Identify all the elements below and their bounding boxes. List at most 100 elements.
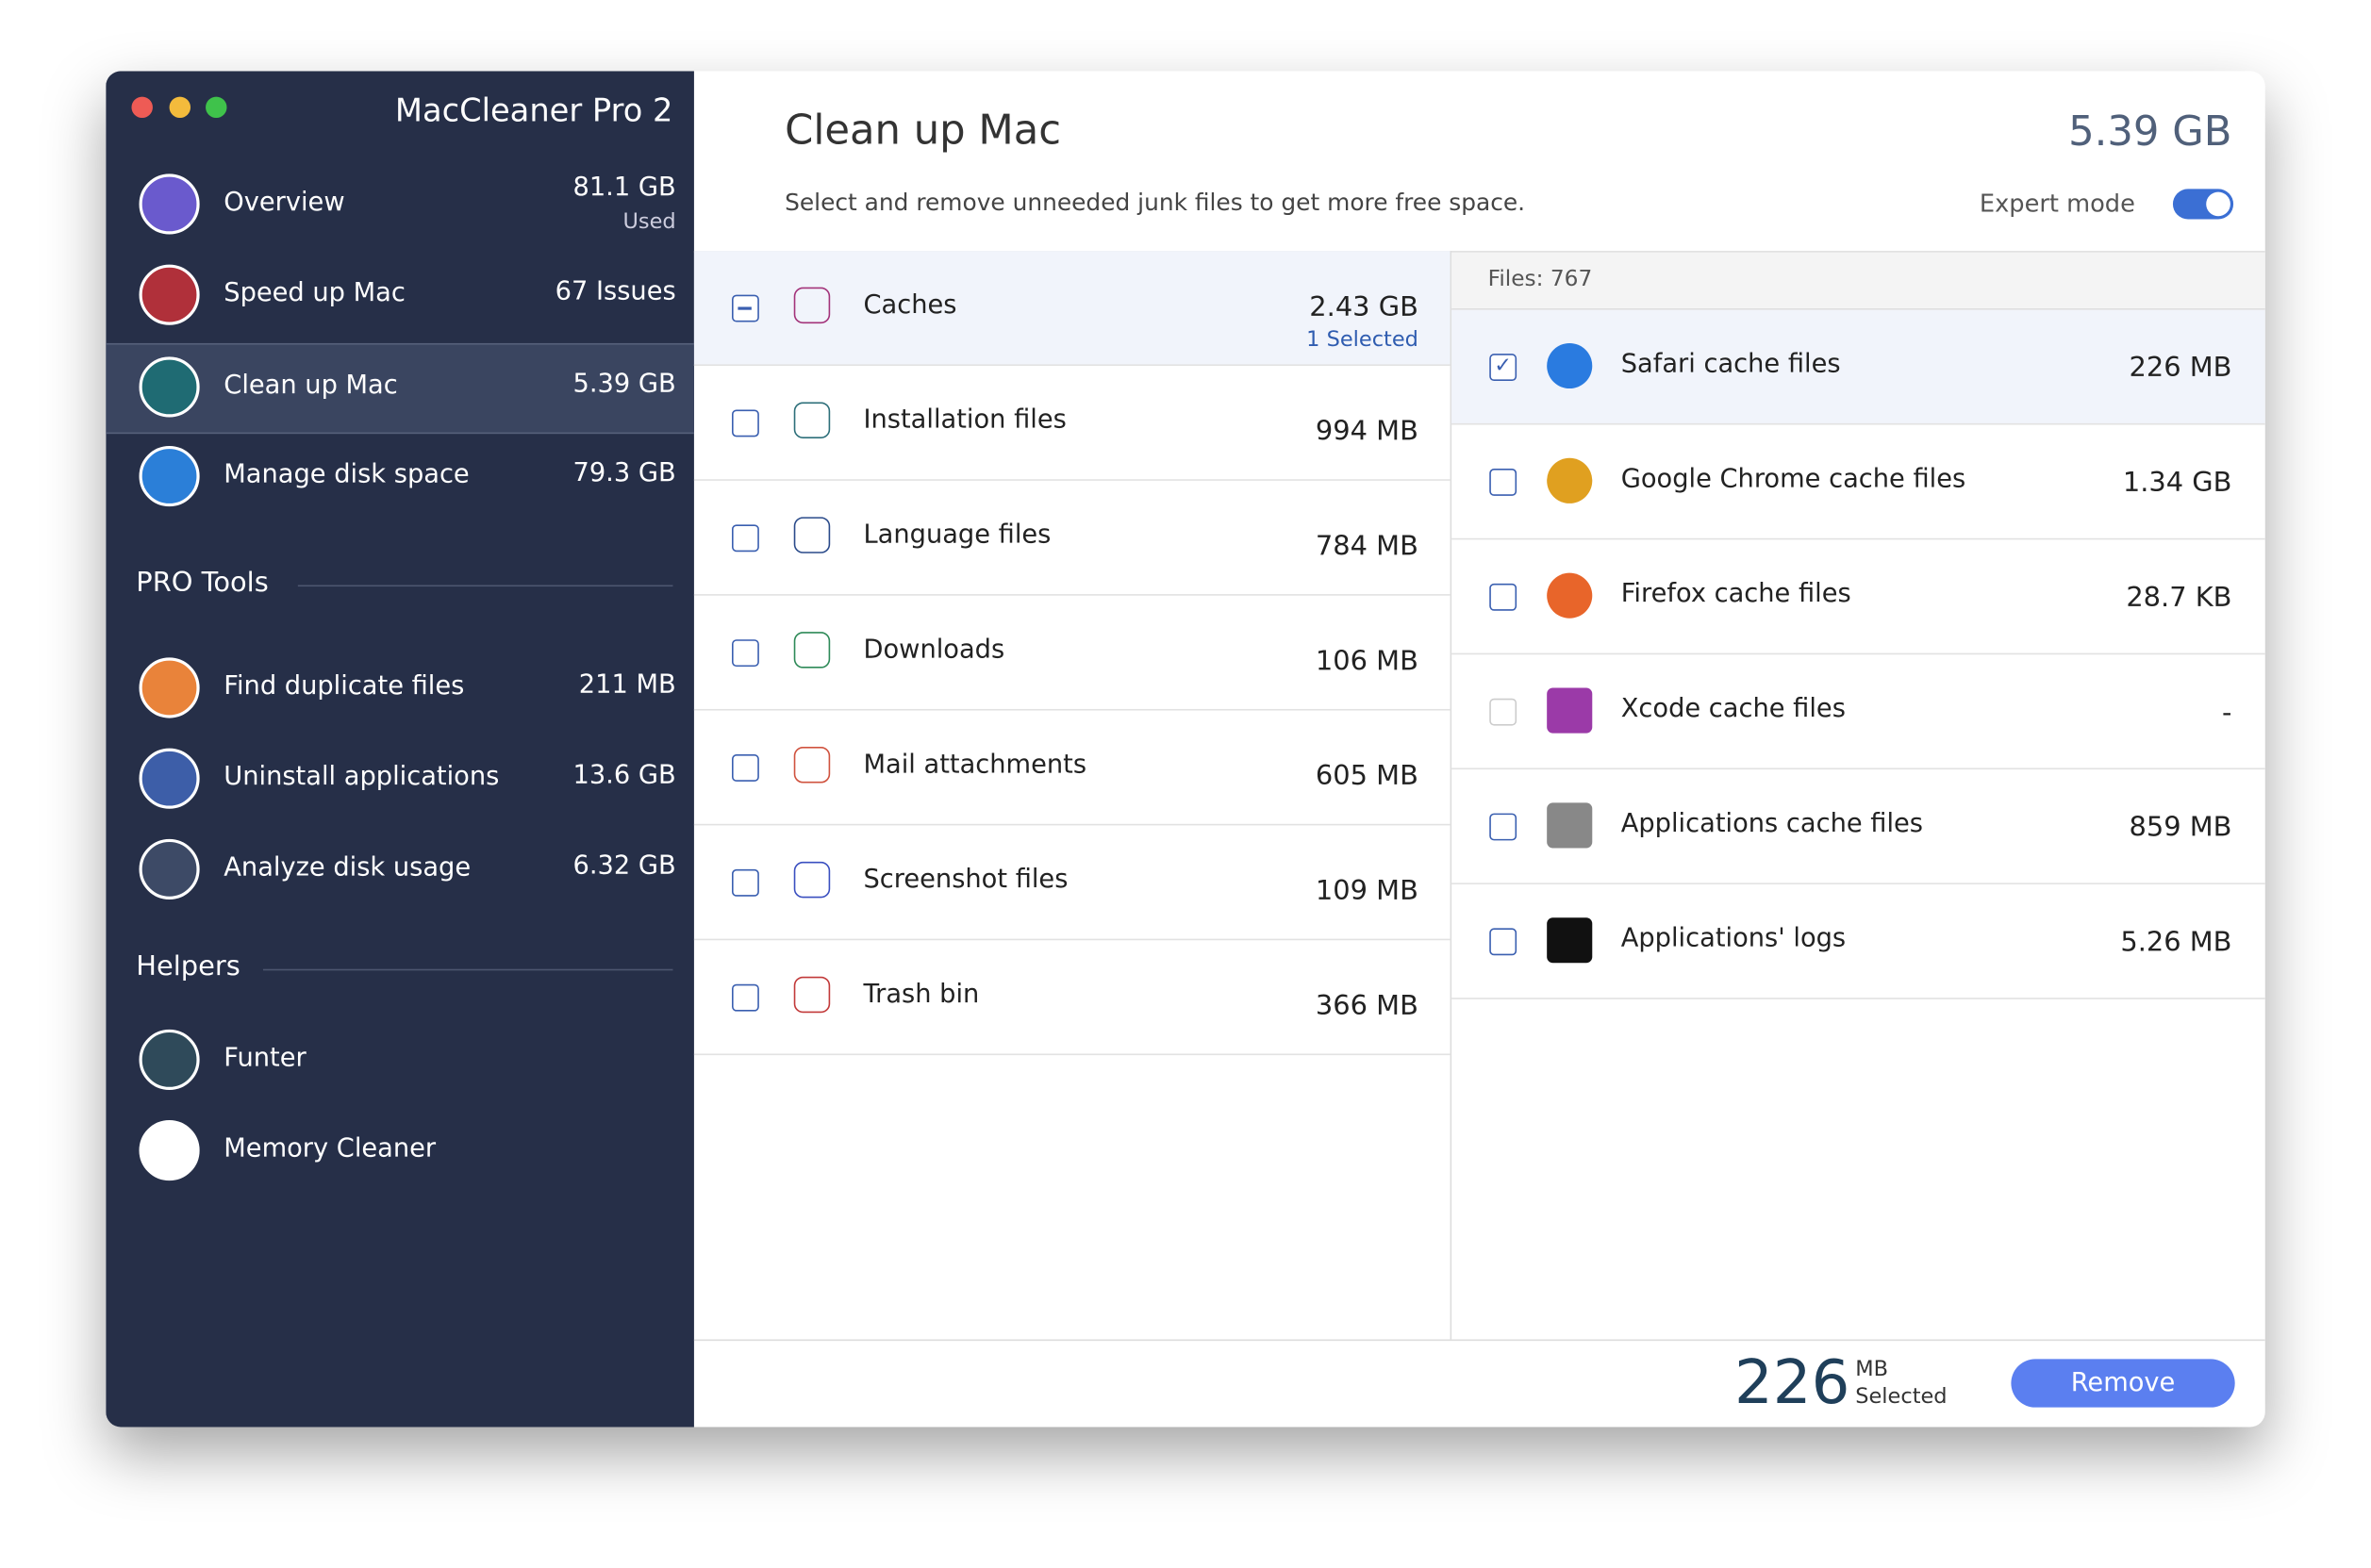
header-rule xyxy=(693,251,2265,253)
file-row[interactable]: Applications cache files 859 MB xyxy=(1451,769,2265,884)
file-icon xyxy=(1547,572,1593,619)
category-row[interactable]: Mail attachments 605 MB xyxy=(693,711,1451,826)
file-size: 859 MB xyxy=(2129,811,2232,844)
expert-mode-toggle[interactable] xyxy=(2172,189,2234,220)
section-rule xyxy=(297,585,673,587)
file-label: Applications cache files xyxy=(1620,808,1923,839)
category-row[interactable]: Downloads 106 MB xyxy=(693,596,1451,711)
nav-item[interactable]: Clean up Mac 5.39 GB xyxy=(106,342,694,435)
nav-label: Uninstall applications xyxy=(224,762,500,793)
files-count: Files: 767 xyxy=(1487,267,1593,292)
category-label: Caches xyxy=(863,289,957,321)
nav-value: 67 Issues xyxy=(555,276,676,307)
nav-item[interactable]: Overview 81.1 GB Used xyxy=(106,162,694,250)
nav-item[interactable]: Find duplicate files 211 MB xyxy=(106,646,694,734)
category-label: Mail attachments xyxy=(863,750,1087,781)
category-label: Screenshot files xyxy=(863,865,1069,896)
nav-icon xyxy=(139,748,200,809)
nav-value: 6.32 GB xyxy=(572,850,676,882)
category-label: Language files xyxy=(863,520,1052,551)
checkbox[interactable] xyxy=(731,409,759,437)
file-label: Firefox cache files xyxy=(1620,579,1851,610)
window-button[interactable] xyxy=(206,96,227,119)
page-title: Clean up Mac xyxy=(785,107,1062,155)
window-button[interactable] xyxy=(131,96,153,119)
checkbox-dash xyxy=(738,306,752,309)
nav-item[interactable]: Analyze disk usage 6.32 GB xyxy=(106,827,694,915)
category-row[interactable]: Caches 2.43 GB 1 Selected xyxy=(693,251,1451,366)
file-row[interactable]: Applications' logs 5.26 MB xyxy=(1451,884,2265,999)
file-row[interactable]: Google Chrome cache files 1.34 GB xyxy=(1451,425,2265,540)
category-size: 109 MB xyxy=(1315,875,1418,907)
window-button[interactable] xyxy=(168,96,191,119)
category-icon xyxy=(793,402,831,438)
category-label: Trash bin xyxy=(863,979,980,1011)
checkbox[interactable] xyxy=(1489,928,1517,956)
nav-icon xyxy=(139,173,200,235)
category-row[interactable]: Screenshot files 109 MB xyxy=(693,825,1451,941)
category-size: 994 MB xyxy=(1315,415,1418,448)
app-title: MacCleaner Pro 2 xyxy=(394,91,673,129)
category-label: Downloads xyxy=(863,635,1005,666)
nav-icon xyxy=(139,1029,200,1090)
file-size: 28.7 KB xyxy=(2126,582,2232,614)
nav-item[interactable]: Uninstall applications 13.6 GB xyxy=(106,736,694,824)
category-row[interactable]: Installation files 994 MB xyxy=(693,366,1451,481)
nav-label: Speed up Mac xyxy=(224,278,406,309)
file-icon xyxy=(1547,457,1593,503)
remove-button[interactable]: Remove xyxy=(2011,1359,2235,1408)
file-label: Applications' logs xyxy=(1620,923,1847,954)
checkbox[interactable] xyxy=(731,868,759,897)
checkbox[interactable] xyxy=(731,294,759,322)
category-icon xyxy=(793,976,831,1014)
nav-icon xyxy=(139,838,200,900)
nav-item[interactable]: Funter xyxy=(106,1017,694,1105)
file-icon xyxy=(1547,687,1593,734)
checkbox[interactable] xyxy=(1489,469,1517,496)
footer-rule xyxy=(693,1339,2265,1342)
checkbox xyxy=(1489,698,1517,726)
file-label: Xcode cache files xyxy=(1620,693,1846,724)
file-label: Safari cache files xyxy=(1620,349,1841,380)
nav-value: 13.6 GB xyxy=(572,760,676,791)
file-row[interactable]: Firefox cache files 28.7 KB xyxy=(1451,539,2265,655)
file-size: 5.26 MB xyxy=(2120,926,2232,959)
category-row[interactable]: Language files 784 MB xyxy=(693,481,1451,596)
nav-value: 79.3 GB xyxy=(572,457,676,488)
category-icon xyxy=(793,287,831,324)
nav-item[interactable]: Speed up Mac 67 Issues xyxy=(106,253,694,340)
section-title: Helpers xyxy=(136,950,240,983)
file-icon xyxy=(1547,342,1593,389)
category-icon xyxy=(793,517,831,553)
checkbox[interactable] xyxy=(731,754,759,782)
checkbox[interactable] xyxy=(1489,813,1517,841)
checkbox[interactable] xyxy=(731,983,759,1012)
nav-label: Manage disk space xyxy=(224,459,470,490)
total-size: 5.39 GB xyxy=(2068,108,2232,157)
file-row[interactable]: ✓ Safari cache files 226 MB xyxy=(1451,309,2265,425)
selected-label: Selected xyxy=(1855,1384,1948,1410)
checkbox[interactable] xyxy=(731,524,759,553)
nav-label: Clean up Mac xyxy=(224,370,398,401)
checkbox[interactable] xyxy=(731,639,759,668)
nav-icon xyxy=(139,445,200,507)
category-size: 605 MB xyxy=(1315,760,1418,793)
checkbox[interactable] xyxy=(1489,583,1517,611)
category-size: 784 MB xyxy=(1315,530,1418,563)
file-row[interactable]: Xcode cache files - xyxy=(1451,654,2265,770)
file-size: 226 MB xyxy=(2129,352,2232,385)
nav-item[interactable]: Memory Cleaner xyxy=(106,1108,694,1196)
category-icon xyxy=(793,747,831,784)
category-row[interactable]: Trash bin 366 MB xyxy=(693,940,1451,1056)
nav-item[interactable]: Manage disk space 79.3 GB xyxy=(106,434,694,521)
selected-amount: 226 xyxy=(1733,1348,1850,1418)
category-size: 106 MB xyxy=(1315,645,1418,678)
nav-icon xyxy=(139,356,200,418)
file-label: Google Chrome cache files xyxy=(1620,464,1966,495)
file-size: - xyxy=(2222,697,2232,729)
checkbox[interactable]: ✓ xyxy=(1489,354,1517,382)
selected-unit: MB xyxy=(1855,1357,1889,1382)
nav-icon xyxy=(139,1120,200,1181)
category-icon xyxy=(793,632,831,668)
